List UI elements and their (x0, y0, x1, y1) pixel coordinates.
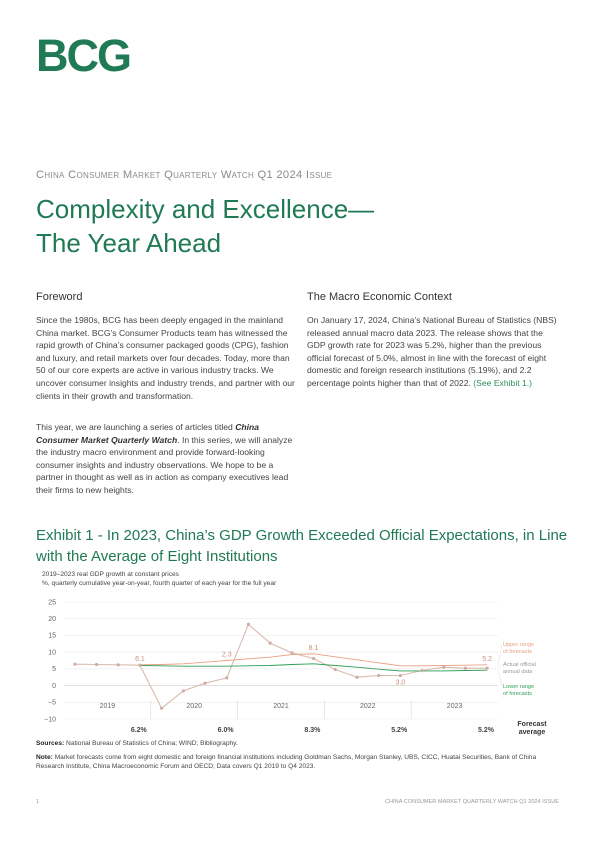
forecast-average-value: 8.3% (304, 727, 321, 734)
title-line-2: The Year Ahead (36, 228, 222, 258)
gdp-growth-chart: 25 20 15 10 5 0 −5 −10 2019 2020 2021 2022 2023 6.1… (44, 599, 547, 736)
y-tick-label: 0 (52, 683, 56, 690)
chart-units-note: %, quarterly cumulative year-on-year, fo… (42, 580, 277, 587)
x-year-label: 2019 (100, 703, 116, 710)
chart-subtitle: 2019–2023 real GDP growth at constant pr… (42, 571, 179, 578)
x-axis-year-labels: 2019 2020 2021 2022 2023 (100, 703, 463, 710)
sources-note: Sources: National Bureau of Statistics o… (36, 739, 566, 748)
x-year-label: 2021 (273, 703, 289, 710)
title-line-1: Complexity and Excellence— (36, 194, 375, 224)
forecast-average-label: average (519, 729, 546, 736)
y-tick-label: 25 (48, 599, 56, 606)
sources-label: Sources: (36, 740, 65, 747)
macro-heading: The Macro Economic Context (307, 291, 452, 303)
y-tick-label: 20 (48, 616, 56, 623)
forecast-average-value: 6.0% (218, 727, 235, 734)
macro-paragraph-text: On January 17, 2024, China’s National Bu… (307, 315, 557, 388)
series-name: China Consumer Market Quarterly Watch (36, 422, 260, 445)
legend-upper-range: Upper range (503, 642, 534, 648)
logo-text: BCG (36, 35, 130, 75)
exhibit-link[interactable]: (See Exhibit 1.) (473, 377, 533, 388)
actual-data-point (246, 622, 251, 626)
annual-value-label: 8.1 (309, 645, 319, 652)
actual-data-point (290, 651, 294, 655)
macro-paragraph: On January 17, 2024, China’s National Bu… (307, 314, 562, 390)
chart-gridlines (64, 601, 498, 720)
x-year-label: 2022 (360, 703, 376, 710)
note-label: Note: (36, 754, 53, 761)
actual-data-point (442, 665, 446, 669)
actual-data-point (485, 666, 489, 670)
x-year-label: 2020 (186, 703, 202, 710)
running-footer-title: China Consumer Market Quarterly Watch Q1… (385, 799, 559, 805)
lower-forecast-line (139, 663, 488, 672)
y-axis-tick-labels: 25 20 15 10 5 0 −5 −10 (44, 599, 56, 723)
actual-data-point (311, 656, 316, 661)
legend-leader-line (497, 663, 503, 669)
foreword-paragraph-1: Since the 1980s, BCG has been deeply eng… (36, 315, 295, 401)
chart-data-points (73, 622, 489, 710)
bcg-logo: BCG (36, 30, 132, 81)
x-year-label: 2023 (447, 703, 463, 710)
actual-data-point (333, 667, 337, 672)
actual-gdp-line (74, 623, 488, 710)
annual-value-label: 3.0 (395, 680, 405, 687)
forecast-average-label: Forecast (517, 721, 547, 728)
page-number: 1 (36, 799, 40, 805)
actual-data-point (138, 663, 142, 667)
y-tick-label: 10 (48, 649, 56, 656)
actual-data-point (181, 689, 185, 693)
legend-upper-range: of forecasts (503, 649, 532, 655)
page-title: Complexity and Excellence— The Year Ahea… (36, 192, 374, 260)
y-tick-label: −5 (48, 700, 56, 707)
forecast-average-value: 5.2% (478, 727, 495, 734)
y-tick-label: 5 (52, 666, 56, 673)
foreword-p2-rest: . In this series, we will analyze the in… (36, 434, 293, 495)
actual-data-point (116, 663, 120, 667)
upper-forecast-line (139, 653, 488, 667)
y-tick-label: 15 (48, 633, 56, 640)
chart-series-lines (74, 623, 488, 710)
legend-leader-line (497, 670, 503, 687)
y-tick-label: −10 (44, 716, 56, 723)
legend-lower-range: of forecasts (503, 691, 532, 697)
actual-data-point (160, 706, 164, 710)
annual-value-label: 5.2 (482, 656, 492, 663)
legend-actual-data: annual data (503, 669, 533, 675)
foreword-paragraph-2: This year, we are launching a series of … (36, 421, 298, 497)
actual-data-point (398, 673, 402, 678)
note-text: Market forecasts come from eight domesti… (36, 754, 537, 771)
actual-data-point (268, 641, 272, 645)
actual-data-point (420, 668, 424, 673)
actual-data-point (73, 662, 77, 666)
exhibit-title: Exhibit 1 - In 2023, China’s GDP Growth … (36, 527, 568, 565)
methodology-note: Note: Market forecasts come from eight d… (36, 753, 566, 771)
legend-actual-data: Actual official (503, 662, 536, 668)
sources-text: National Bureau of Statistics of China; … (64, 740, 238, 747)
actual-data-point (463, 666, 468, 670)
actual-data-point (203, 681, 207, 685)
actual-data-point (355, 675, 359, 679)
annual-value-label: 2.3 (222, 652, 232, 659)
annual-value-label: 6.1 (135, 656, 145, 663)
foreword-p2-intro: This year, we are launching a series of … (36, 422, 236, 432)
chart-value-labels: 6.1 2.3 8.1 3.0 5.2 (135, 645, 492, 687)
actual-data-point (377, 673, 381, 678)
forecast-average-value: 5.2% (391, 727, 408, 734)
forecast-average-value: 6.2% (131, 727, 148, 734)
foreword-heading: Foreword (36, 291, 83, 303)
actual-data-point (225, 676, 229, 680)
report-series-kicker: China Consumer Market Quarterly Watch Q1… (36, 169, 333, 181)
actual-data-point (94, 662, 99, 667)
legend-lower-range: Lower range (503, 684, 534, 690)
legend-leader-line (497, 643, 503, 665)
